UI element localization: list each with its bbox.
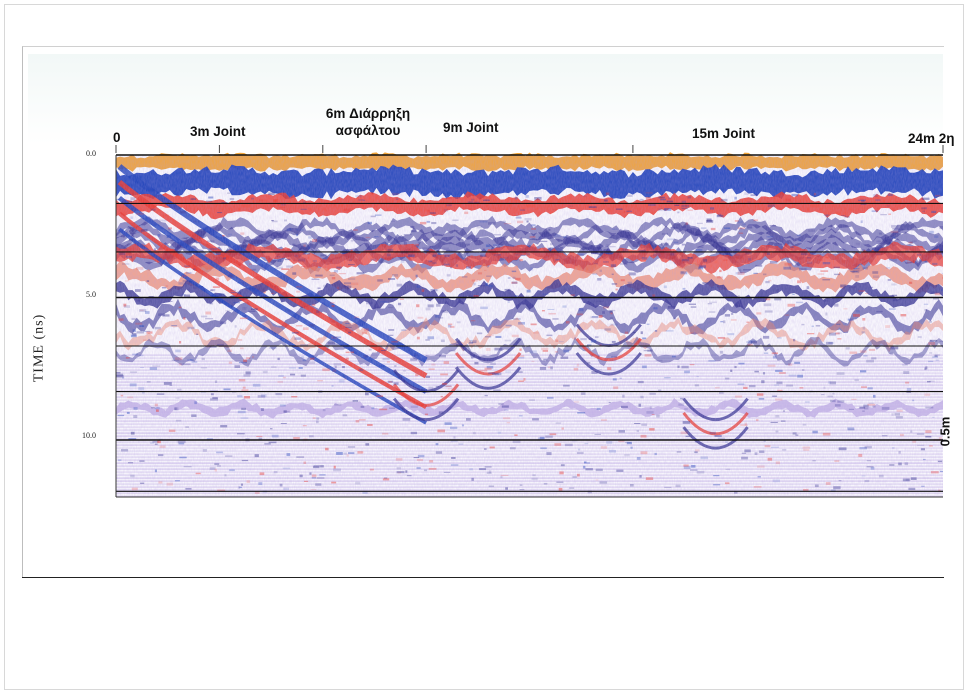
time-gridlines <box>115 154 943 498</box>
inner-frame-bottom-rule <box>22 577 944 578</box>
grain-overlay <box>116 155 943 497</box>
ytick-label-0: 0.0 <box>86 149 96 158</box>
ytick-label-10: 10.0 <box>82 431 96 440</box>
figure-frame <box>4 4 964 690</box>
depth-scale-label: 0.5m <box>937 416 953 447</box>
header-wash <box>28 54 943 144</box>
marker-label-6m-asphalt-crack: 6m Διάρρηξη ασφάλτου <box>325 106 411 138</box>
distance-marker-ticks <box>115 145 944 153</box>
marker-label-0m: 0 <box>113 130 121 145</box>
marker-label-3m-joint: 3m Joint <box>190 124 246 139</box>
ytick-label-5: 5.0 <box>86 290 96 299</box>
marker-label-9m-joint: 9m Joint <box>443 120 499 135</box>
y-axis-label: TIME (ns) <box>31 313 47 383</box>
marker-label-24m-end: 24m 2η <box>908 131 955 146</box>
marker-label-15m-joint: 15m Joint <box>692 126 756 141</box>
inner-frame <box>22 46 944 577</box>
